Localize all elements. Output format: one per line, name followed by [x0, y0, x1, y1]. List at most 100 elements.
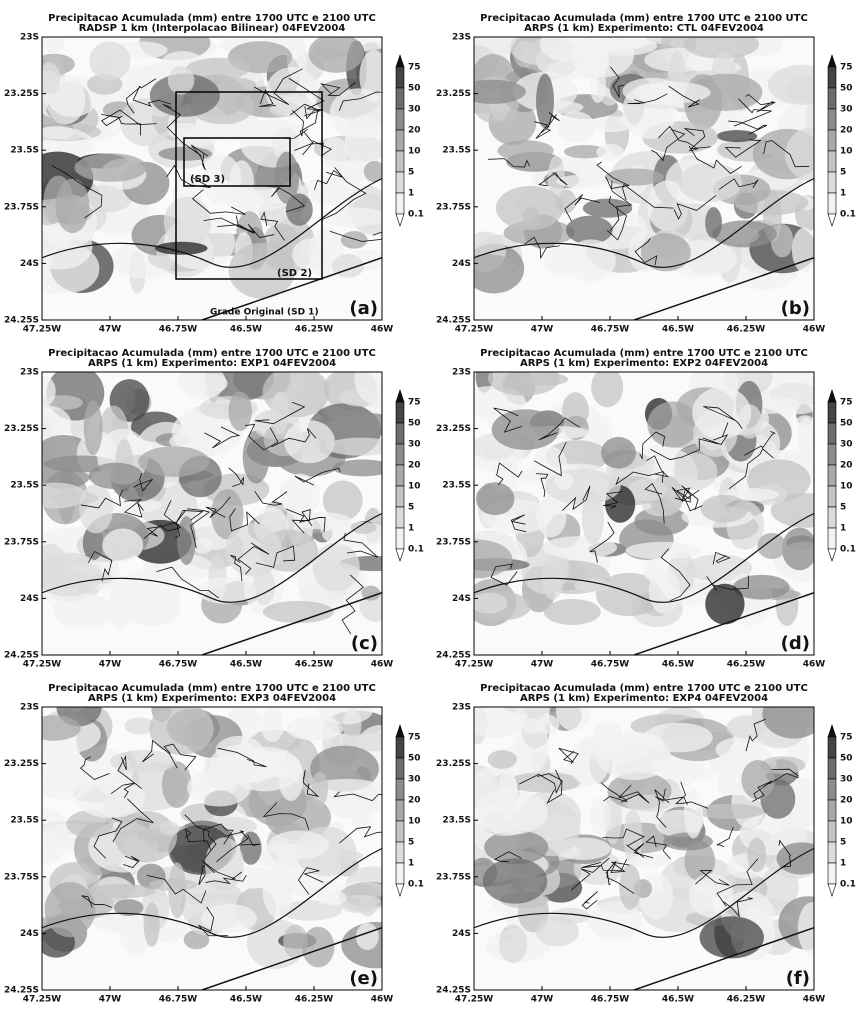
precip-blob: [270, 391, 289, 435]
y-tick-label: 23.5S: [10, 816, 39, 826]
precip-blob: [556, 111, 596, 143]
municipal-border: [654, 789, 670, 828]
x-tick-label: 47.25W: [23, 660, 61, 670]
municipal-border: [673, 195, 717, 220]
colorbar-segment: [395, 841, 405, 864]
colorbar-segment: [395, 192, 405, 215]
colorbar-segment: [827, 527, 837, 550]
municipal-border: [723, 897, 753, 918]
x-tick-label: 46.5W: [230, 325, 262, 335]
municipal-border: [609, 66, 625, 98]
colorbar-segment: [827, 820, 837, 843]
precip-blob: [547, 155, 565, 198]
precip-blob: [113, 899, 144, 917]
coastline: [474, 512, 814, 603]
x-tick-label: 47.25W: [23, 995, 61, 1005]
precip-blob: [240, 119, 311, 168]
municipal-border: [650, 438, 719, 461]
municipal-border: [255, 545, 296, 568]
precip-blob: [338, 894, 382, 914]
colorbar-segment: [395, 464, 405, 487]
municipal-border: [494, 851, 522, 863]
municipal-border: [51, 165, 103, 219]
precip-blob: [791, 227, 814, 273]
y-tick-label: 23.75S: [4, 537, 39, 547]
colorbar-label: 30: [840, 775, 853, 785]
precip-blob: [225, 523, 282, 577]
precip-blob: [228, 242, 295, 299]
precip-blob: [354, 372, 382, 405]
panel-label: (c): [351, 633, 378, 654]
precip-blob: [544, 245, 582, 277]
precip-blob: [628, 854, 673, 869]
municipal-border: [605, 176, 633, 232]
municipal-border: [156, 566, 219, 599]
colorbar-label: 0.1: [408, 210, 424, 220]
colorbar-label: 50: [408, 419, 421, 429]
municipal-border: [538, 172, 568, 187]
colorbar-label: 50: [840, 419, 853, 429]
colorbar-label: 1: [840, 189, 846, 199]
municipal-border: [146, 510, 187, 537]
precip-blob: [634, 81, 711, 104]
colorbar-segment: [395, 443, 405, 466]
municipal-border: [646, 455, 670, 478]
annotation: Grade Original (SD 1): [210, 308, 319, 318]
x-tick-label: 47W: [531, 325, 554, 335]
colorbar-arrow: [827, 724, 837, 738]
precip-blob: [308, 37, 365, 73]
precip-blob: [705, 583, 745, 625]
precip-blob: [732, 574, 790, 600]
colorbar-label: 50: [408, 84, 421, 94]
municipal-border: [728, 448, 774, 489]
x-tick-label: 46.25W: [295, 995, 333, 1005]
precip-blob: [340, 231, 368, 249]
municipal-border: [229, 508, 260, 532]
map-frame: [41, 706, 383, 991]
colorbar-label: 50: [408, 754, 421, 764]
precip-blob: [797, 416, 814, 461]
precip-blob: [285, 716, 344, 741]
colorbar-label: 30: [408, 440, 421, 450]
precip-blob: [535, 916, 579, 947]
precip-blob: [619, 864, 641, 910]
municipal-border: [228, 467, 244, 487]
colorbar-segment: [827, 108, 837, 131]
colorbar-segment: [827, 485, 837, 508]
y-tick-label: 23.75S: [436, 537, 471, 547]
municipal-border: [571, 857, 610, 891]
precip-blob: [699, 916, 764, 959]
municipal-border: [675, 781, 709, 809]
municipal-border: [254, 401, 306, 425]
municipal-border: [262, 802, 310, 830]
y-tick-label: 23.25S: [4, 759, 39, 769]
precip-blob: [42, 62, 61, 95]
municipal-border: [702, 422, 729, 445]
y-tick-label: 24.25S: [436, 986, 471, 996]
y-tick-label: 23.25S: [4, 424, 39, 434]
precip-blob: [149, 707, 214, 755]
colorbar-segment: [395, 799, 405, 822]
colorbar-arrow: [827, 548, 837, 562]
colorbar-segment: [395, 820, 405, 843]
municipal-border: [339, 826, 382, 844]
map-panel: Precipitacao Acumulada (mm) entre 1700 U…: [436, 683, 856, 1005]
municipal-border: [341, 574, 364, 635]
colorbar-segment: [827, 506, 837, 529]
x-tick-label: 46W: [803, 995, 826, 1005]
municipal-border: [658, 125, 699, 152]
annotation: (SD 3): [190, 174, 225, 185]
map-frame: [473, 706, 815, 991]
municipal-border: [745, 93, 776, 113]
municipal-border: [333, 791, 382, 802]
subdomain-box: [175, 91, 323, 280]
precip-blob: [776, 842, 814, 875]
coastline: [474, 847, 814, 938]
colorbar-segment: [827, 443, 837, 466]
panel-title: Precipitacao Acumulada (mm) entre 1700 U…: [480, 13, 808, 24]
x-tick-label: 46.75W: [159, 660, 197, 670]
colorbar-segment: [827, 799, 837, 822]
precip-blob: [683, 37, 760, 59]
colorbar-label: 1: [408, 524, 414, 534]
municipal-border: [627, 93, 668, 104]
